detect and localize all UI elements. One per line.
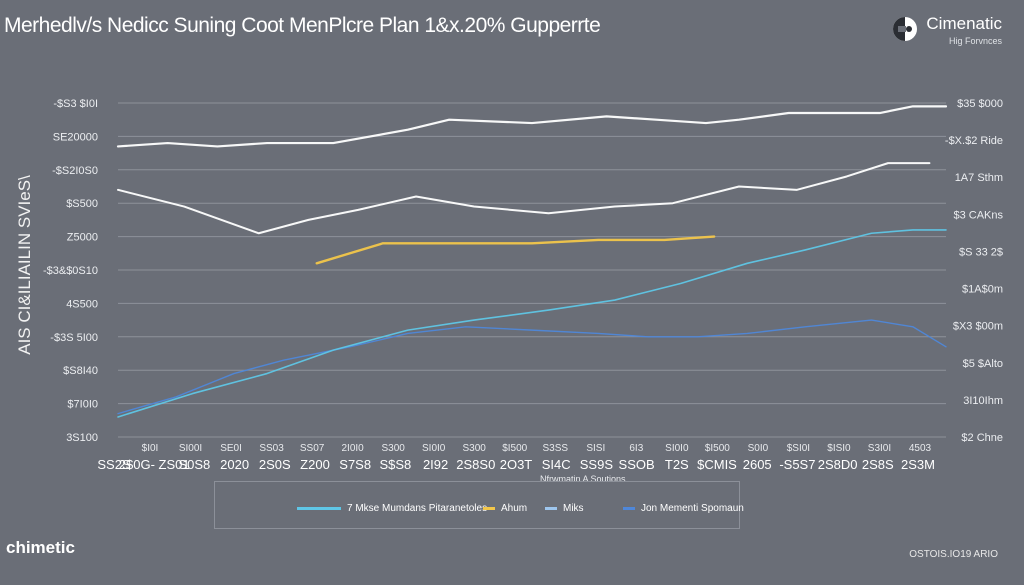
series-line-5 (117, 229, 947, 418)
x-tick-top-label: SE0I (220, 443, 242, 454)
right-tick-label: 3I10Ihm (963, 395, 1003, 407)
x-tick-top-label: 6I3 (629, 443, 643, 454)
x-tick-top-label: $I500 (502, 443, 527, 454)
left-tick-label: $S8I40 (63, 365, 98, 377)
x-tick-top-label: 2I0I0 (342, 443, 365, 454)
right-tick-label: $X3 $00m (953, 321, 1003, 333)
x-tick-bottom-label: 2020 (220, 457, 249, 472)
legend: 7 Mkse Mumdans Pitaranetoles Ahum Miks Jon … (214, 481, 744, 529)
x-tick-top-label: SI0I0 (422, 443, 446, 454)
right-tick-label: -$X.$2 Ride (945, 135, 1003, 147)
left-tick-label: $7I0I0 (67, 399, 98, 411)
right-tick-label: $S 33 2$ (959, 246, 1003, 258)
legend-swatch (297, 507, 341, 510)
right-tick-label: $1A$0m (962, 284, 1003, 296)
x-tick-bottom-label: -S5S7 (779, 457, 815, 472)
right-tick-label: $5 $Alto (963, 358, 1003, 370)
right-tick-label: 1A7 Sthm (955, 172, 1003, 184)
x-tick-top-label: $SI0I (787, 443, 810, 454)
left-tick-label: -$S3 $I0I (53, 98, 98, 110)
x-tick-bottom-label: 2S8S (862, 457, 894, 472)
x-tick-bottom-label: SSOB (619, 457, 655, 472)
x-tick-top-label: SISI (586, 443, 605, 454)
x-axis-ticks: $I0I SI00I SE0I SS03 SS07 2I0I0 S300 SI0I0 S300 $… (97, 443, 935, 472)
footer-code: OSTOIS.IO19 ARIO (909, 549, 998, 560)
chart-title: Merhedlv/s Nedicc Suning Coot MenPlcre P… (4, 14, 601, 37)
left-axis-ticks: -$S3 $I0I SE20000 -$S2I0S0 $S500 Z5000 -$3&$0… (43, 98, 98, 444)
x-tick-top-label: SI00I (179, 443, 202, 454)
legend-label: 7 Mkse Mumdans Pitaranetoles (347, 503, 488, 514)
right-tick-label: $2 Chne (961, 432, 1003, 444)
x-axis-caption: Nfrwmatin A Soutions (540, 474, 626, 484)
x-tick-bottom-label: S$S8 (379, 457, 411, 472)
left-tick-label: -$S2I0S0 (52, 165, 98, 177)
x-tick-bottom-label: 2S8D0 (818, 457, 858, 472)
brand: Cimenatic Hig Forvnces (890, 14, 1002, 46)
x-tick-top-label: SI0I0 (665, 443, 689, 454)
legend-swatch (623, 507, 635, 510)
x-tick-bottom-label: 2$0G- ZS01 (119, 457, 190, 472)
legend-label: Ahum (501, 503, 528, 514)
x-tick-bottom-label: S0S8 (178, 457, 210, 472)
x-tick-bottom-label: T2S (665, 457, 689, 472)
x-tick-bottom-label: $CMIS (697, 457, 737, 472)
x-tick-bottom-label: 2S0S (259, 457, 291, 472)
series-line-3 (315, 235, 716, 265)
left-tick-label: -$3S 5I00 (50, 332, 98, 344)
legend-item: 7 Mkse Mumdans Pitaranetoles (297, 503, 487, 514)
x-tick-bottom-label: 2S3M (901, 457, 935, 472)
x-tick-top-label: SS07 (300, 443, 325, 454)
series-line-1 (116, 105, 948, 148)
series-line-2 (117, 162, 931, 235)
right-tick-label: $35 $000 (957, 98, 1003, 110)
x-tick-top-label: S3I0I (868, 443, 891, 454)
right-axis-ticks: $35 $000 -$X.$2 Ride 1A7 Sthm $3 CAKns $S 33… (945, 98, 1004, 444)
left-tick-label: $S500 (66, 198, 98, 210)
brand-name: Cimenatic (926, 14, 1002, 33)
x-tick-bottom-label: SS9S (580, 457, 614, 472)
x-tick-top-label: S3SS (542, 443, 568, 454)
legend-swatch (545, 507, 557, 510)
series-line-4 (117, 319, 947, 415)
legend-item: Miks (545, 503, 584, 514)
x-tick-bottom-label: 2O3T (500, 457, 533, 472)
x-tick-bottom-label: S7S8 (339, 457, 371, 472)
x-tick-top-label: $I500 (705, 443, 730, 454)
left-tick-label: SE20000 (53, 131, 98, 143)
x-tick-bottom-label: SS2S (97, 457, 131, 472)
brand-logo-icon (893, 17, 918, 41)
brand-subtitle: Hig Forvnces (948, 36, 1002, 46)
x-tick-top-label: S300 (381, 443, 405, 454)
series-lines (116, 105, 948, 418)
x-tick-bottom-label: 2I92 (423, 457, 448, 472)
legend-swatch (483, 507, 495, 510)
x-tick-top-label: $I0I (142, 443, 159, 454)
x-tick-bottom-label: 2605 (743, 457, 772, 472)
left-tick-label: 4S500 (66, 298, 98, 310)
left-tick-label: 3S100 (66, 432, 98, 444)
x-tick-top-label: S0I0 (748, 443, 769, 454)
legend-item: Jon Mementi Spomaun (623, 503, 744, 514)
x-tick-top-label: $ISI0 (827, 443, 851, 454)
footer-brand: chimetic (6, 538, 75, 557)
grid-lines (118, 102, 946, 438)
x-tick-top-label: SS03 (259, 443, 284, 454)
legend-label: Jon Mementi Spomaun (641, 503, 744, 514)
x-tick-bottom-label: SI4C (542, 457, 571, 472)
legend-label: Miks (563, 503, 584, 514)
x-tick-top-label: 4503 (909, 443, 932, 454)
left-tick-label: Z5000 (67, 232, 98, 244)
right-tick-label: $3 CAKns (953, 209, 1003, 221)
legend-item: Ahum (483, 503, 527, 514)
x-tick-bottom-label: Z200 (300, 457, 330, 472)
x-tick-bottom-label: 2S8S0 (456, 457, 495, 472)
left-tick-label: -$3&$0S10 (43, 265, 98, 277)
x-tick-top-label: S300 (463, 443, 487, 454)
